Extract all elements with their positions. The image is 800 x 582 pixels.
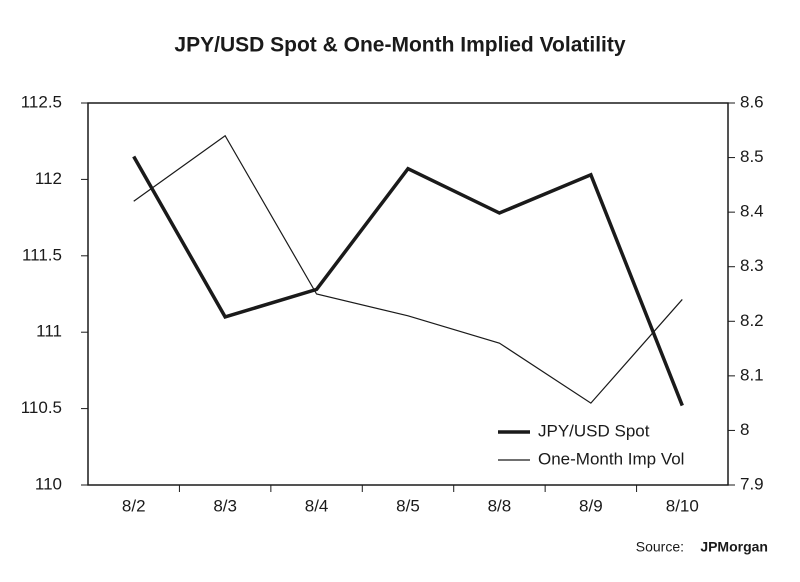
y2-tick-label: 8.5 (740, 147, 764, 166)
y-tick-label: 110 (35, 474, 62, 493)
x-tick-label: 8/4 (305, 496, 329, 515)
chart-title: JPY/USD Spot & One-Month Implied Volatil… (174, 34, 625, 57)
y-tick-label: 112 (35, 169, 62, 188)
y2-tick-label: 8.1 (740, 365, 764, 384)
y2-tick-label: 8.6 (740, 92, 764, 111)
y-tick-label: 112.5 (21, 92, 62, 111)
x-tick-label: 8/9 (579, 496, 603, 515)
y2-tick-label: 8.2 (740, 311, 764, 330)
y-tick-label: 111.5 (22, 245, 62, 264)
x-tick-label: 8/3 (213, 496, 237, 515)
x-tick-label: 8/8 (488, 496, 512, 515)
plot-frame (87, 102, 729, 486)
y2-tick-label: 7.9 (740, 474, 764, 493)
y-tick-label: 110.5 (21, 398, 62, 417)
series-line (132, 155, 684, 407)
source: JPMorgan (700, 539, 768, 555)
y2-tick-label: 8.3 (740, 256, 764, 275)
x-tick-label: 8/2 (122, 496, 146, 515)
series-line (133, 134, 683, 404)
y2-tick-label: 8.4 (740, 202, 764, 221)
legend-label: One-Month Imp Vol (538, 449, 684, 468)
legend-label: JPY/USD Spot (538, 421, 650, 440)
y-tick-label: 111 (36, 322, 62, 341)
source-label: Source: (636, 539, 684, 555)
y2-tick-label: 8 (740, 420, 749, 439)
x-tick-label: 8/5 (396, 496, 420, 515)
x-tick-label: 8/10 (666, 496, 699, 515)
